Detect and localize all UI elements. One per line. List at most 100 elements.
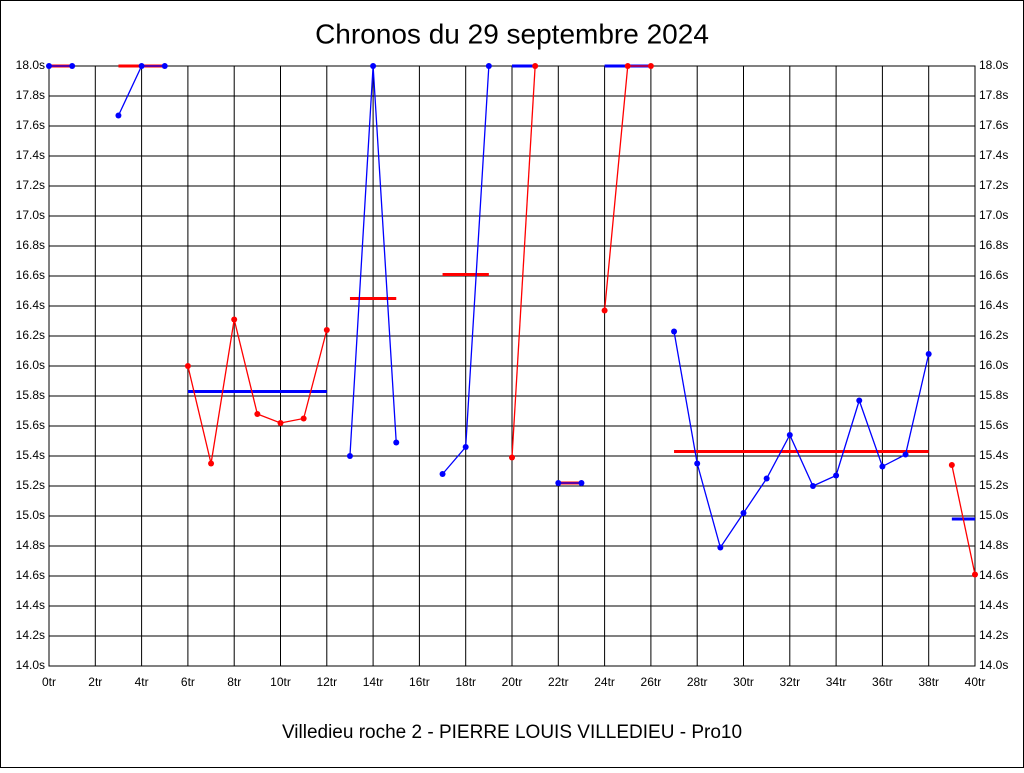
data-point [69,63,76,69]
y-tick-label: 15.2s [16,478,45,492]
chart-subtitle: Villedieu roche 2 - PIERRE LOUIS VILLEDI… [282,722,742,743]
y2-tick-label: 17.6s [979,118,1008,132]
data-point [439,471,446,477]
x-tick-label: 34tr [826,675,847,689]
data-point [277,420,284,426]
x-tick-label: 0tr [42,675,56,689]
y2-tick-label: 14.0s [979,658,1008,672]
data-point [555,480,562,486]
y2-tick-label: 15.0s [979,508,1008,522]
x-tick-label: 24tr [594,675,615,689]
data-point [694,460,701,467]
x-tick-label: 16tr [409,675,430,689]
data-point [717,544,724,551]
data-point [763,475,770,482]
data-point [833,472,840,479]
x-tick-label: 28tr [687,675,708,689]
y2-tick-label: 14.8s [979,538,1008,552]
y2-tick-label: 15.2s [979,478,1008,492]
data-point [809,483,816,489]
data-point [624,63,631,69]
data-point [393,439,400,446]
y2-tick-label: 17.2s [979,178,1008,192]
y-tick-label: 16.4s [16,298,45,312]
y-tick-label: 14.0s [16,658,45,672]
y-tick-label: 14.2s [16,628,45,642]
series-line [951,464,976,575]
data-point [370,63,377,69]
data-point [972,571,978,578]
y2-tick-label: 14.2s [979,628,1008,642]
data-point [346,453,353,459]
y-tick-label: 17.0s [16,208,45,222]
data-point [879,463,886,470]
data-point [532,63,539,69]
y2-tick-label: 15.6s [979,418,1008,432]
x-tick-label: 38tr [918,675,939,689]
x-tick-label: 10tr [270,675,291,689]
data-point [948,462,955,468]
x-tick-label: 6tr [181,675,195,689]
y-tick-label: 14.8s [16,538,45,552]
data-point [671,328,678,335]
data-point [462,444,469,450]
y-tick-label: 15.8s [16,388,45,402]
y2-tick-label: 16.2s [979,328,1008,342]
y2-tick-label: 18.0s [979,58,1008,72]
data-point [46,63,52,69]
data-point [740,510,747,516]
data-point [509,454,515,461]
y2-tick-label: 16.8s [979,238,1008,252]
y-tick-label: 14.4s [16,598,45,612]
data-point [856,397,863,404]
data-point [578,480,585,486]
data-point [601,307,608,314]
y-tick-label: 16.2s [16,328,45,342]
y-tick-label: 17.2s [16,178,45,192]
y-tick-label: 15.4s [16,448,45,462]
x-tick-label: 2tr [88,675,102,689]
y-tick-label: 17.4s [16,148,45,162]
x-tick-label: 12tr [316,675,337,689]
data-point [208,460,215,467]
x-tick-label: 20tr [502,675,523,689]
data-point [184,363,191,369]
x-tick-label: 8tr [227,675,241,689]
y-tick-label: 16.6s [16,268,45,282]
x-tick-label: 4tr [135,675,149,689]
y2-tick-label: 16.6s [979,268,1008,282]
y2-tick-label: 15.8s [979,388,1008,402]
data-point [115,112,122,119]
y2-tick-label: 17.4s [979,148,1008,162]
data-point [138,63,145,69]
y2-tick-label: 16.0s [979,358,1008,372]
data-point [300,415,307,422]
x-tick-label: 22tr [548,675,569,689]
y-tick-label: 18.0s [16,58,45,72]
x-tick-label: 32tr [779,675,800,689]
data-point [925,351,932,357]
x-tick-label: 14tr [363,675,384,689]
data-point [161,63,168,69]
y2-tick-label: 15.4s [979,448,1008,462]
series-line [511,65,536,458]
y2-tick-label: 17.8s [979,88,1008,102]
y-tick-label: 16.0s [16,358,45,372]
y-tick-label: 17.8s [16,88,45,102]
y-tick-label: 15.6s [16,418,45,432]
x-tick-label: 26tr [641,675,662,689]
data-point [323,327,330,333]
data-point [647,63,654,69]
data-point [254,411,261,417]
y-tick-label: 14.6s [16,568,45,582]
y2-tick-label: 14.4s [979,598,1008,612]
x-tick-label: 40tr [965,675,986,689]
y-tick-label: 15.0s [16,508,45,522]
y2-tick-label: 17.0s [979,208,1008,222]
data-point [786,432,793,438]
y2-tick-label: 16.4s [979,298,1008,312]
x-tick-label: 36tr [872,675,893,689]
data-point [902,451,909,458]
chart-title: Chronos du 29 septembre 2024 [315,18,709,49]
